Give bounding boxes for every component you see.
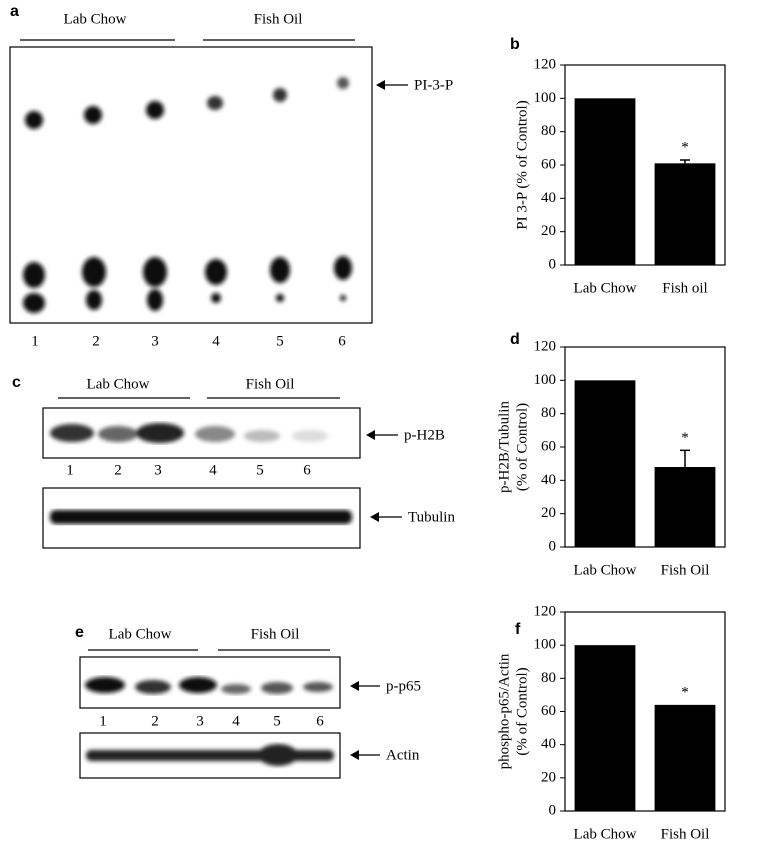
x-tick-label: Fish oil: [662, 280, 707, 296]
y-tick-label: 80: [541, 405, 556, 421]
group-label: Fish Oil: [246, 376, 295, 392]
bar: [574, 645, 636, 811]
arrow-head: [350, 750, 359, 760]
lane-number: 5: [276, 333, 284, 349]
significance-marker: *: [681, 139, 689, 155]
y-tick-label: 60: [541, 703, 556, 719]
blot-bands: [50, 423, 328, 443]
x-tick-label: Lab Chow: [574, 280, 637, 296]
x-tick-label: Fish Oil: [661, 562, 710, 578]
plot-frame: [564, 611, 726, 812]
lane-number: 2: [151, 713, 159, 729]
y-tick-label: 0: [549, 256, 557, 272]
arrow-head: [376, 80, 385, 90]
y-axis-label: p-H2B/Tubulin: [496, 401, 512, 493]
group-label: Lab Chow: [87, 376, 150, 392]
y-tick-label: 120: [534, 603, 557, 619]
lane-number: 5: [256, 462, 264, 478]
y-tick-label: 40: [541, 736, 556, 752]
x-tick-label: Fish Oil: [661, 826, 710, 841]
blot: [42, 407, 361, 459]
lane-number: 1: [31, 333, 39, 349]
blot-bands: [85, 677, 333, 694]
lane-number: 3: [154, 462, 162, 478]
y-tick-label: 80: [541, 670, 556, 686]
band-label: Tubulin: [408, 509, 455, 525]
plot-frame: [564, 346, 726, 548]
lane-numbers: 1 2 3 4 5 6: [31, 333, 346, 349]
lane-number: 6: [338, 333, 346, 349]
blot-bands: [86, 744, 334, 766]
lane-number: 1: [66, 462, 74, 478]
tlc-spots: [23, 77, 352, 313]
y-tick-label: 100: [534, 637, 557, 653]
y-tick-label: 120: [534, 338, 557, 354]
lane-number: 6: [303, 462, 311, 478]
y-tick-label: 100: [534, 372, 557, 388]
bar: [654, 163, 716, 265]
lane-number: 3: [196, 713, 204, 729]
y-tick-label: 60: [541, 438, 556, 454]
group-label: Fish Oil: [251, 626, 300, 642]
bar: [654, 467, 716, 547]
lane-number: 4: [209, 462, 217, 478]
lane-number: 5: [273, 713, 281, 729]
panel-label: e: [75, 624, 84, 641]
bar: [654, 704, 716, 811]
significance-marker: *: [681, 684, 689, 700]
lane-number: 6: [316, 713, 324, 729]
arrow-head: [370, 512, 379, 522]
y-tick-label: 120: [534, 56, 557, 72]
blot: [79, 656, 341, 709]
bar: [574, 98, 636, 265]
arrow-head: [366, 430, 375, 440]
arrow-head: [350, 681, 359, 691]
y-tick-label: 40: [541, 472, 556, 488]
y-tick-label: 80: [541, 123, 556, 139]
group-label: Lab Chow: [64, 11, 127, 27]
blot: [42, 487, 361, 549]
band-label: Actin: [386, 747, 420, 763]
band-label: p-H2B: [404, 427, 445, 443]
y-tick-label: 100: [534, 90, 557, 106]
significance-marker: *: [681, 430, 689, 446]
band-label: p-p65: [386, 678, 421, 694]
panel-label: c: [12, 374, 21, 391]
y-tick-label: 0: [549, 802, 557, 818]
lane-numbers: 1 2 3 4 5 6: [99, 713, 324, 729]
lane-number: 2: [114, 462, 122, 478]
x-tick-label: Lab Chow: [574, 562, 637, 578]
band-label: PI-3-P: [414, 77, 453, 93]
group-label: Fish Oil: [254, 11, 303, 27]
group-label: Lab Chow: [109, 626, 172, 642]
y-tick-label: 60: [541, 156, 556, 172]
y-axis-label: phospho-p65/Actin: [496, 653, 512, 769]
blot: [79, 732, 341, 779]
y-axis-label: (% of Control): [514, 667, 530, 755]
y-tick-label: 40: [541, 190, 556, 206]
lane-number: 3: [151, 333, 159, 349]
panel-label: a: [10, 3, 19, 20]
panel-label: d: [510, 331, 520, 348]
panel-label: b: [510, 36, 520, 53]
lane-number: 1: [99, 713, 107, 729]
y-tick-label: 20: [541, 769, 556, 785]
lane-number: 4: [232, 713, 240, 729]
lane-number: 2: [92, 333, 100, 349]
y-tick-label: 20: [541, 223, 556, 239]
plot-frame: [564, 64, 726, 266]
blot-bands: [50, 510, 352, 524]
y-axis-label: PI 3-P (% of Control): [514, 100, 530, 229]
bar: [574, 380, 636, 547]
tlc-plate: [9, 46, 373, 324]
panel-label: f: [515, 621, 521, 638]
x-tick-label: Lab Chow: [574, 826, 637, 841]
lane-numbers: 1 2 3 4 5 6: [66, 462, 311, 478]
lane-number: 4: [212, 333, 220, 349]
y-tick-label: 0: [549, 538, 557, 554]
y-axis-label: (% of Control): [514, 403, 530, 491]
y-tick-label: 20: [541, 505, 556, 521]
